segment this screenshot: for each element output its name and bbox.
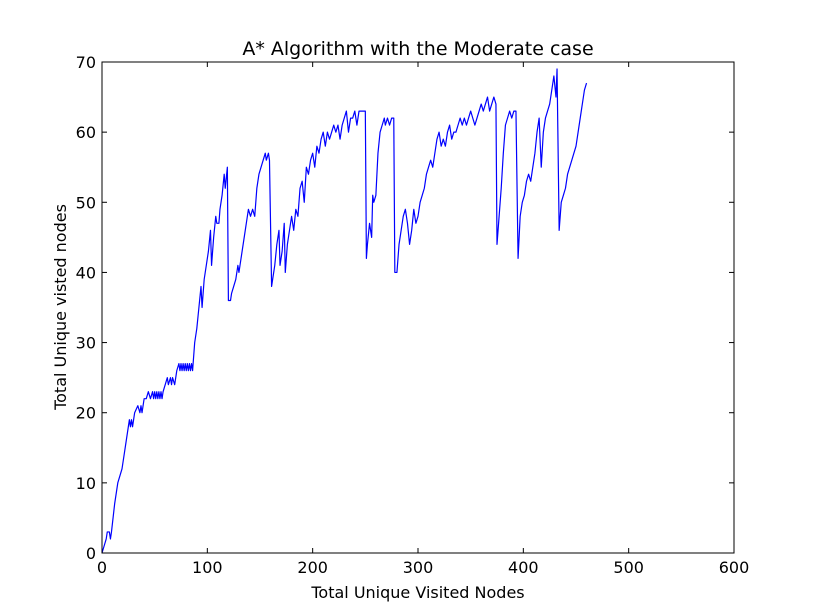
x-tick-label: 100 — [192, 558, 223, 577]
y-tick-label: 10 — [76, 474, 96, 493]
y-axis-label: Total Unique visted nodes — [51, 204, 70, 411]
y-tick-label: 60 — [76, 123, 96, 142]
x-tick-label: 300 — [403, 558, 434, 577]
x-tick-label: 400 — [508, 558, 539, 577]
y-tick-label: 50 — [76, 193, 96, 212]
x-tick-label: 0 — [97, 558, 107, 577]
y-tick-label: 20 — [76, 404, 96, 423]
y-tick-label: 40 — [76, 263, 96, 282]
x-axis: 0 100 200 300 400 500 600 — [97, 62, 749, 577]
x-tick-label: 500 — [613, 558, 644, 577]
y-axis: 0 10 20 30 40 50 60 70 — [76, 53, 734, 563]
y-tick-label: 0 — [86, 544, 96, 563]
x-tick-label: 600 — [719, 558, 750, 577]
plot-frame — [101, 61, 735, 554]
plot-area — [101, 61, 735, 554]
chart-title: A* Algorithm with the Moderate case — [242, 38, 593, 60]
series-line — [101, 68, 588, 554]
y-tick-label: 70 — [76, 53, 96, 72]
x-tick-label: 200 — [297, 558, 328, 577]
y-tick-label: 30 — [76, 334, 96, 353]
x-axis-label: Total Unique Visited Nodes — [310, 583, 524, 602]
